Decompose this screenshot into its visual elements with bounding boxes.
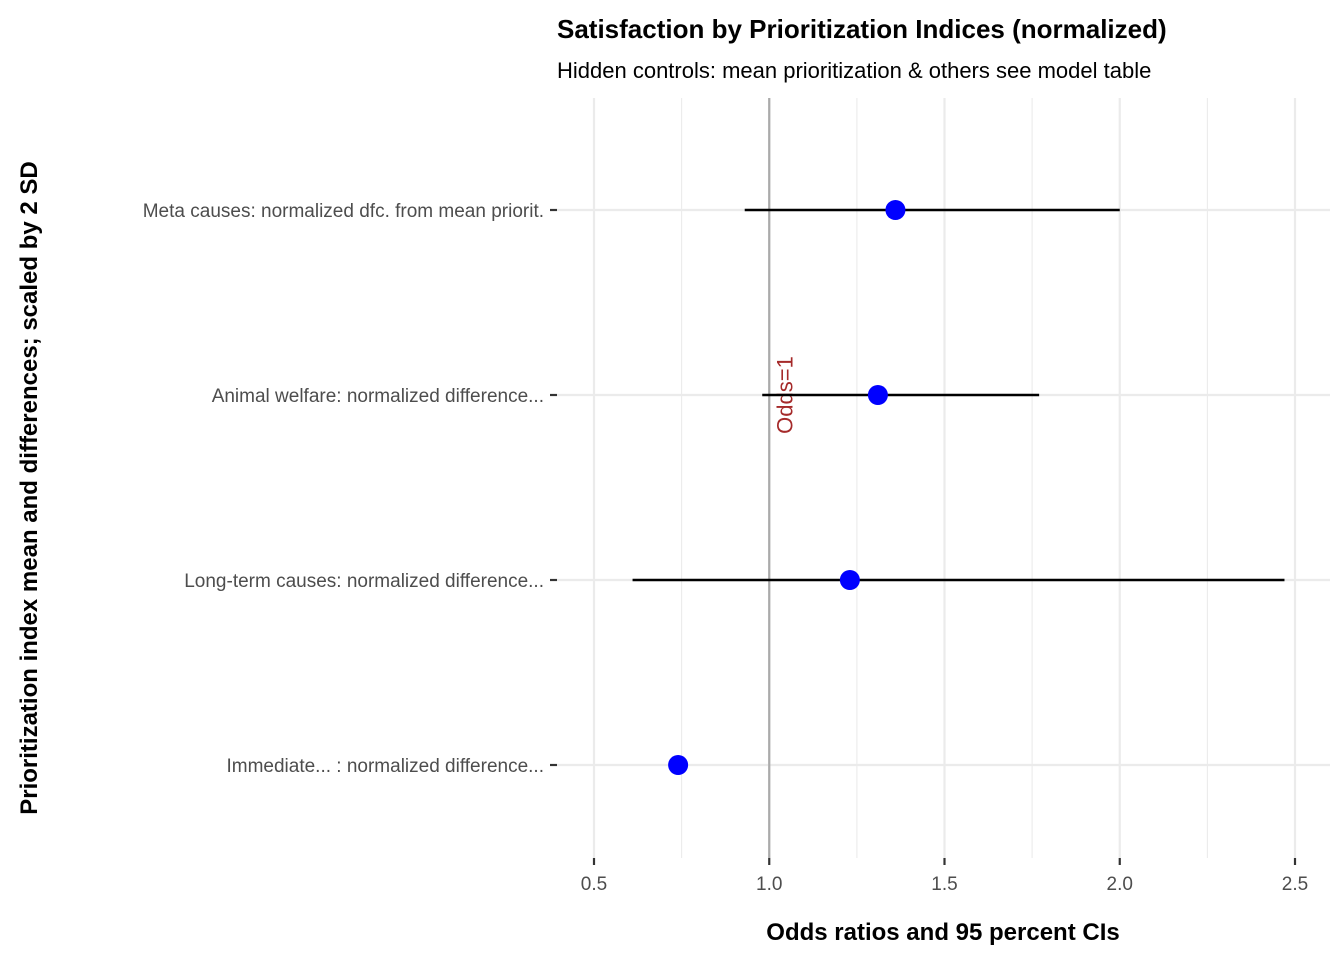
x-axis-ticks: 0.5 1.0 1.5 2.0 2.5 [581,858,1308,895]
y-tick-label: Meta causes: normalized dfc. from mean p… [143,201,544,222]
chart-title: Satisfaction by Prioritization Indices (… [557,14,1167,44]
x-tick-label: 1.0 [756,874,782,895]
y-tick-label: Animal welfare: normalized difference... [212,386,544,407]
x-tick-label: 1.5 [931,874,957,895]
confidence-intervals [632,208,1285,582]
x-axis-title: Odds ratios and 95 percent CIs [766,919,1119,946]
chart-subtitle: Hidden controls: mean prioritization & o… [557,58,1151,83]
x-tick-label: 0.5 [581,874,607,895]
data-point [867,385,888,405]
y-axis-title: Prioritization index mean and difference… [16,161,43,815]
data-point [668,755,689,775]
data-point [839,570,860,590]
x-tick-label: 2.5 [1282,874,1308,895]
grid-lines [557,98,1330,858]
y-tick-label: Long-term causes: normalized difference.… [184,571,544,592]
data-point [885,200,906,220]
y-tick-label: Immediate... : normalized difference... [226,756,544,777]
y-axis-ticks: Meta causes: normalized dfc. from mean p… [143,201,557,777]
reference-line-group: Odds=1 [768,98,797,858]
data-points [668,200,906,775]
x-tick-label: 2.0 [1107,874,1133,895]
